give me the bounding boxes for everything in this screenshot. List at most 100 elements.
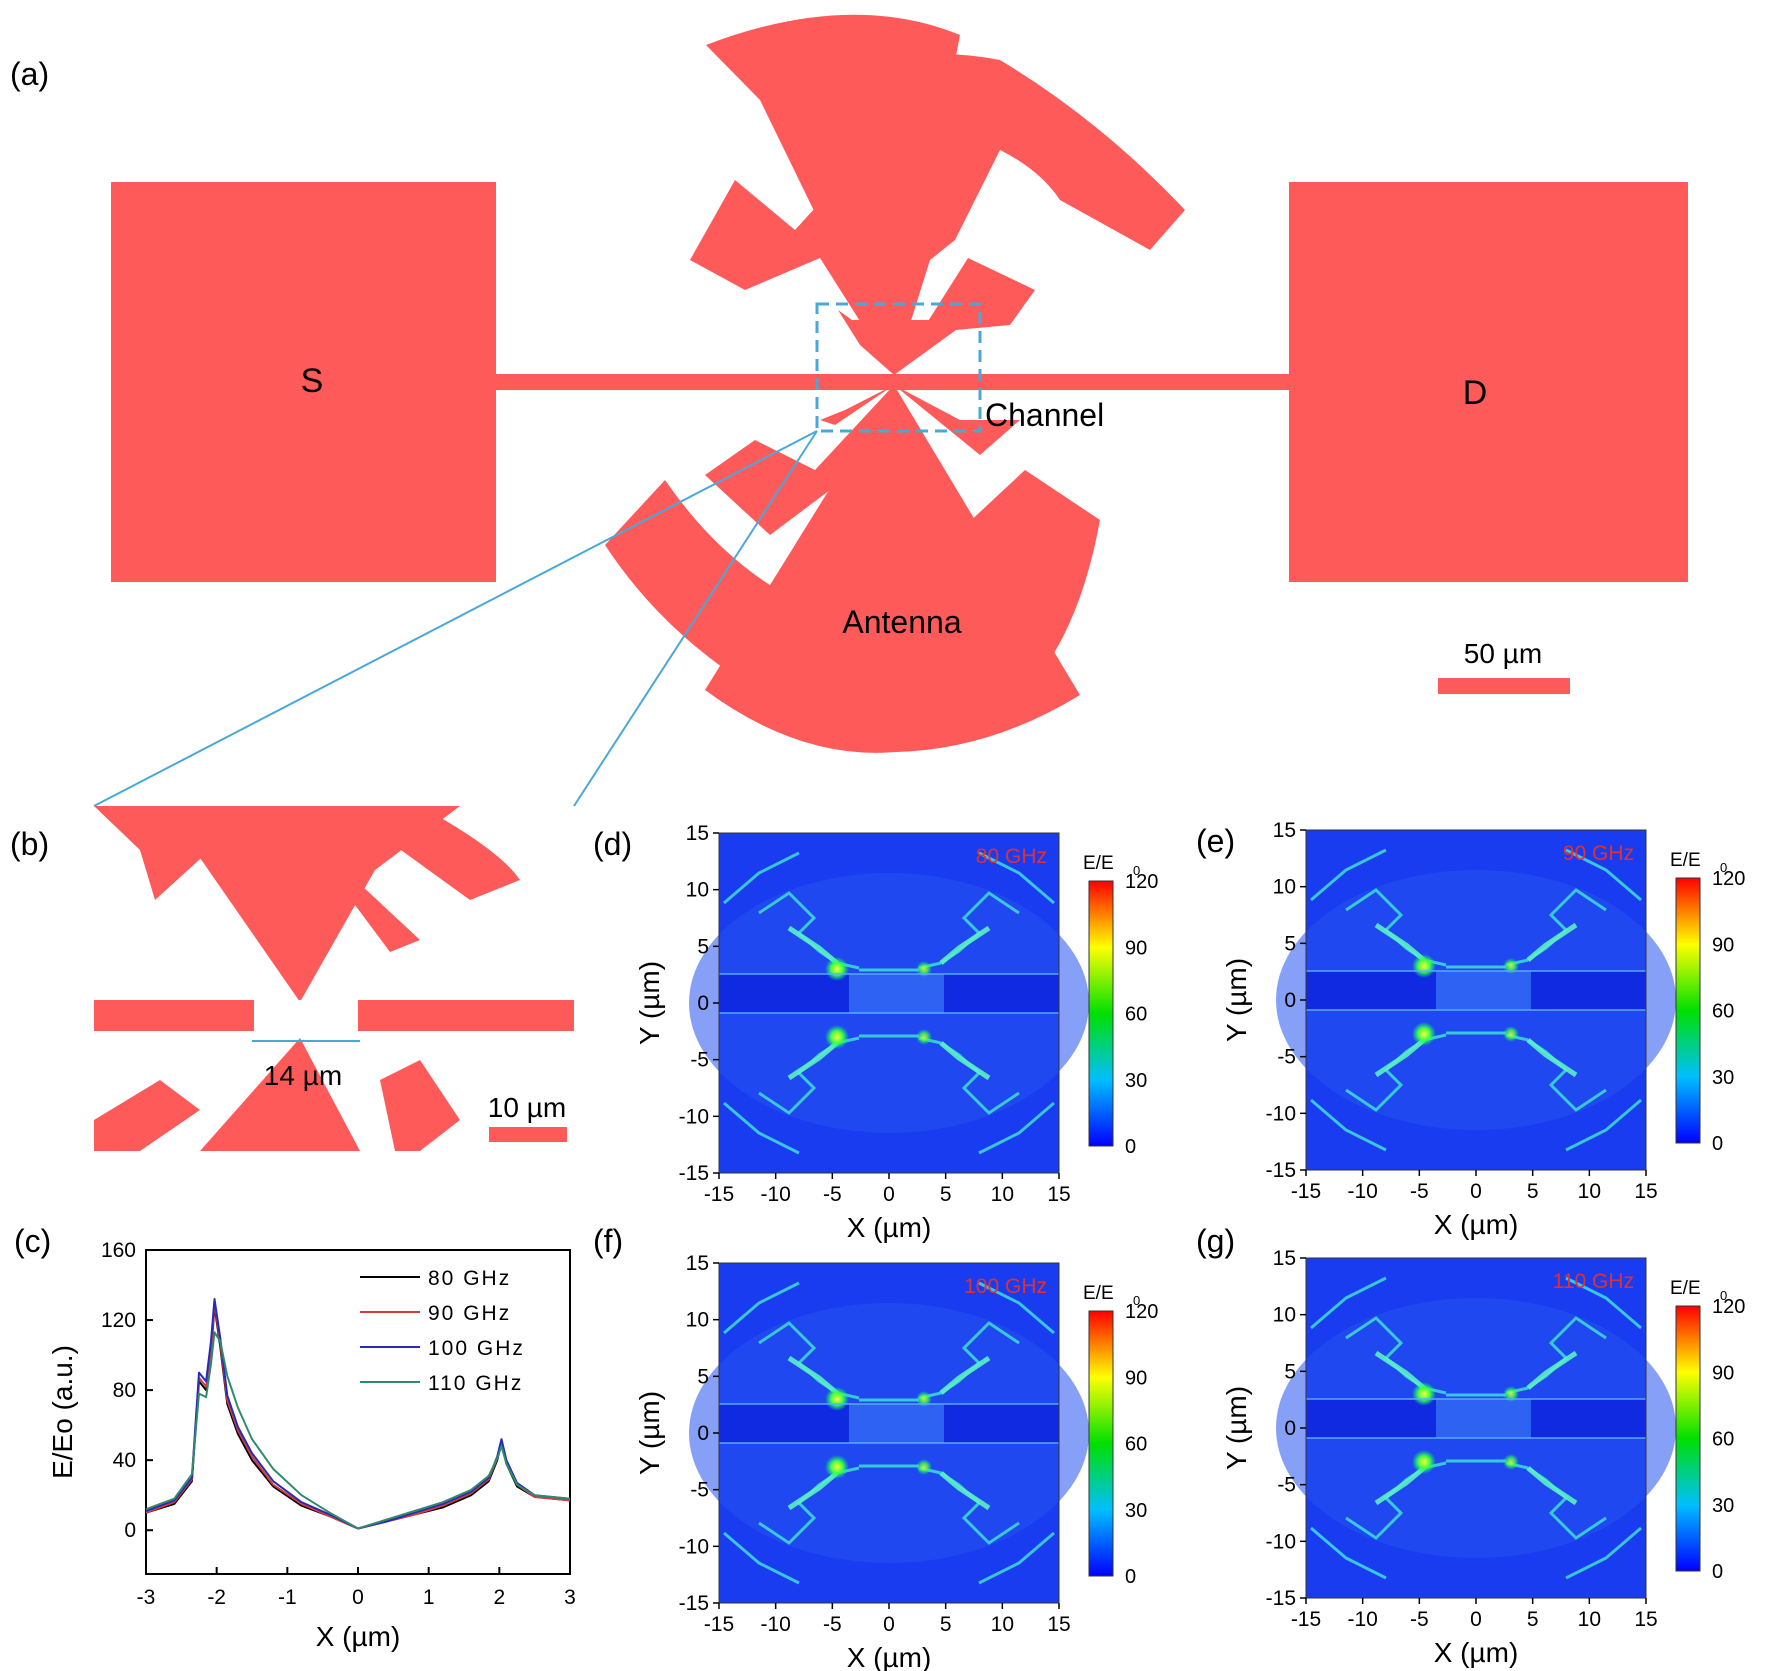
chart-c-series bbox=[145, 1298, 571, 1530]
map-xtick-label: -10 bbox=[760, 1613, 790, 1636]
colorbar-tick-label: 120 bbox=[1712, 868, 1745, 890]
panel-b: (b) 14 µm 10 µm bbox=[10, 806, 574, 1151]
map-xtick-label: 5 bbox=[1527, 1180, 1539, 1203]
field-intensity-map bbox=[1276, 1258, 1676, 1598]
colorbar-tick-label: 90 bbox=[1712, 1362, 1734, 1384]
map-ytick-label: -5 bbox=[690, 1049, 709, 1072]
chart-c-xtick-label: -2 bbox=[207, 1586, 226, 1609]
panel-a-label: (a) bbox=[10, 56, 49, 92]
chart-c-ytick-label: 120 bbox=[101, 1309, 136, 1332]
map-ytick-label: -5 bbox=[690, 1479, 709, 1502]
panel-e-label: (e) bbox=[1196, 823, 1235, 859]
colorbar-tick-label: 90 bbox=[1125, 937, 1147, 959]
colorbar-tick-label: 0 bbox=[1125, 1136, 1136, 1158]
heatmap-f: -15 -10 -5 0 5 10 15 -15 -10 -5 0 5 10 15 100 GHz X (µm… bbox=[634, 1252, 1158, 1671]
map-xtick-label: 5 bbox=[1527, 1608, 1539, 1631]
map-xtick-label: 15 bbox=[1047, 1183, 1070, 1206]
chart-c-ylabel: E/Eo (a.u.) bbox=[47, 1345, 78, 1479]
colorbar-tick-label: 30 bbox=[1125, 1070, 1147, 1092]
chart-c-xtick-label: -1 bbox=[278, 1586, 297, 1609]
map-xtick-label: -5 bbox=[1410, 1608, 1429, 1631]
chart-c-series-line bbox=[145, 1298, 571, 1530]
gap-label: 14 µm bbox=[264, 1060, 342, 1091]
map-xtick-label: -15 bbox=[1291, 1608, 1321, 1631]
map-ytick-label: -10 bbox=[1266, 1530, 1296, 1553]
map-xtick-label: -15 bbox=[704, 1613, 734, 1636]
map-ytick-label: -15 bbox=[679, 1162, 709, 1185]
panel-g-label: (g) bbox=[1196, 1223, 1235, 1259]
map-xtick-label: -15 bbox=[1291, 1180, 1321, 1203]
chart-c-xlabel: X (µm) bbox=[316, 1621, 401, 1652]
colorbar bbox=[1675, 1305, 1701, 1572]
map-xtick-label: 0 bbox=[1470, 1608, 1482, 1631]
map-ytick-label: -10 bbox=[679, 1105, 709, 1128]
map-xtick-label: -10 bbox=[1347, 1180, 1377, 1203]
map-ytick-label: -10 bbox=[679, 1535, 709, 1558]
chart-c-xtick-label: 3 bbox=[564, 1586, 576, 1609]
map-xlabel: X (µm) bbox=[847, 1642, 932, 1671]
map-ytick-label: -5 bbox=[1277, 1046, 1296, 1069]
zoom-line-right bbox=[573, 430, 818, 807]
panel-a: (a) S D Channel Antenna 50 µm bbox=[10, 14, 1688, 807]
antenna-label: Antenna bbox=[842, 604, 961, 640]
heatmap-e: -15 -10 -5 0 5 10 15 -15 -10 -5 0 5 10 15 90 GHz X (µm)… bbox=[1221, 819, 1745, 1240]
map-xtick-label: 5 bbox=[940, 1183, 952, 1206]
colorbar-tick-label: 90 bbox=[1125, 1367, 1147, 1389]
map-frequency-label: 100 GHz bbox=[964, 1275, 1047, 1298]
map-xtick-label: 5 bbox=[940, 1613, 952, 1636]
chart-c-ytick-label: 160 bbox=[101, 1239, 136, 1262]
map-frequency-label: 110 GHz bbox=[1553, 1270, 1634, 1293]
map-xtick-label: 15 bbox=[1634, 1180, 1657, 1203]
colorbar-tick-label: 0 bbox=[1125, 1566, 1136, 1588]
chart-c-ytick-label: 40 bbox=[113, 1449, 136, 1472]
map-ytick-label: 5 bbox=[1284, 1360, 1296, 1383]
panel-b-label: (b) bbox=[10, 826, 49, 862]
map-ytick-label: 0 bbox=[1284, 1417, 1296, 1440]
map-ytick-label: 15 bbox=[686, 822, 709, 845]
field-intensity-map bbox=[1276, 830, 1676, 1170]
chart-c-legend: 80 GHz 90 GHz 100 GHz 110 GHz bbox=[360, 1267, 525, 1395]
map-xtick-label: 0 bbox=[883, 1183, 895, 1206]
heatmap-d: -15 -10 -5 0 5 10 15 -15 -10 -5 0 5 10 15 80 GHz X (µm)… bbox=[634, 822, 1158, 1243]
map-xtick-label: -10 bbox=[1347, 1608, 1377, 1631]
map-xlabel: X (µm) bbox=[847, 1212, 932, 1243]
map-xtick-label: 0 bbox=[1470, 1180, 1482, 1203]
colorbar-title-subscript: 0 bbox=[1133, 863, 1140, 878]
chart-c-xtick-label: -3 bbox=[137, 1586, 156, 1609]
source-pad bbox=[111, 182, 496, 582]
map-ytick-label: 10 bbox=[686, 879, 709, 902]
drain-label: D bbox=[1463, 374, 1488, 412]
map-ytick-label: 15 bbox=[1273, 1247, 1296, 1270]
colorbar-tick-label: 0 bbox=[1712, 1561, 1723, 1583]
map-xtick-label: 10 bbox=[1578, 1608, 1601, 1631]
colorbar-tick-label: 30 bbox=[1125, 1500, 1147, 1522]
colorbar bbox=[1088, 880, 1114, 1147]
map-ytick-label: -5 bbox=[1277, 1474, 1296, 1497]
colorbar-title-subscript: 0 bbox=[1133, 1293, 1140, 1308]
colorbar-title-subscript: 0 bbox=[1720, 1288, 1727, 1303]
colorbar-tick-label: 30 bbox=[1712, 1495, 1734, 1517]
colorbar-tick-label: 60 bbox=[1125, 1004, 1147, 1026]
field-intensity-map bbox=[689, 833, 1089, 1173]
chart-c-ytick-label: 80 bbox=[113, 1379, 136, 1402]
chart-c-legend-label: 100 GHz bbox=[428, 1337, 525, 1360]
colorbar bbox=[1088, 1310, 1114, 1577]
panel-d-label: (d) bbox=[593, 826, 632, 862]
map-ytick-label: 0 bbox=[1284, 989, 1296, 1012]
map-ytick-label: -15 bbox=[679, 1592, 709, 1615]
panel-e: (e) -15 -10 -5 0 5 10 15 -15 -10 -5 0 5 10 15 90 GHz X … bbox=[1196, 819, 1745, 1240]
map-ytick-label: 15 bbox=[686, 1252, 709, 1275]
map-xtick-label: -15 bbox=[704, 1183, 734, 1206]
map-ytick-label: 5 bbox=[1284, 932, 1296, 955]
scale-bar-10-label: 10 µm bbox=[488, 1092, 566, 1123]
colorbar-title: E/E bbox=[1083, 853, 1114, 874]
panel-c: (c) -3 -2 -1 0 1 2 3 0 40 80 120 160 80 GHz 90 GHz 10… bbox=[14, 1223, 576, 1652]
colorbar-tick-label: 120 bbox=[1125, 1301, 1158, 1323]
colorbar-title-subscript: 0 bbox=[1720, 860, 1727, 875]
chart-c-xtick-label: 0 bbox=[352, 1586, 364, 1609]
scale-bar-10 bbox=[489, 1127, 567, 1142]
map-ytick-label: 5 bbox=[697, 935, 709, 958]
scale-bar-50 bbox=[1438, 678, 1570, 694]
map-ytick-label: 0 bbox=[697, 992, 709, 1015]
